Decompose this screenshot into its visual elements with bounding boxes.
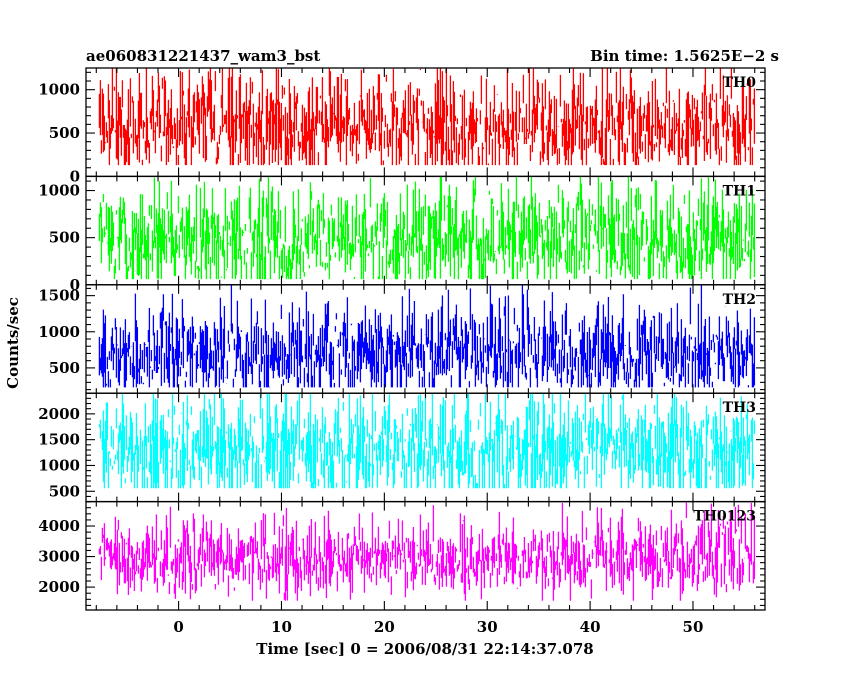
y-tick-label: 2000 — [38, 405, 80, 423]
y-tick-label: 1000 — [38, 456, 80, 474]
y-tick-label: 1000 — [38, 81, 80, 99]
x-tick-label: 10 — [271, 618, 292, 636]
y-tick-label: 500 — [49, 359, 80, 377]
y-tick-label: 1500 — [38, 431, 80, 449]
panel-label-th2: TH2 — [723, 292, 756, 308]
y-tick-label: 1000 — [38, 323, 80, 341]
series-th2 — [98, 284, 756, 388]
panel-label-th3: TH3 — [723, 400, 756, 416]
y-tick-label: 500 — [49, 229, 80, 247]
y-tick-label: 1500 — [38, 287, 80, 305]
panel-label-th0123: TH0123 — [693, 509, 756, 525]
y-tick-label: 500 — [49, 482, 80, 500]
panel-th0: 0 500 1000 TH0 — [38, 67, 766, 185]
x-axis: 0 10 20 30 40 50 — [173, 618, 703, 636]
observation-id-title: ae060831221437_wam3_bst — [86, 47, 320, 65]
panel-label-th0: TH0 — [723, 75, 757, 91]
series-th0 — [98, 68, 756, 166]
y-tick-label: 1000 — [38, 182, 80, 200]
panel-label-th1: TH1 — [723, 183, 756, 199]
x-axis-label: Time [sec] 0 = 2006/08/31 22:14:37.078 — [256, 640, 593, 658]
panel-th0123: 2000 3000 4000 TH0123 — [38, 500, 766, 611]
y-tick-label: 0 — [70, 276, 80, 294]
series-th3 — [98, 393, 756, 489]
y-axis-label: Counts/sec — [4, 297, 22, 389]
panels-group: 0 500 1000 TH0 0 500 1000 TH1 500 1000 1500 TH2 500 1… — [38, 67, 766, 611]
x-tick-label: 30 — [477, 618, 498, 636]
panel-th1: 0 500 1000 TH1 — [38, 175, 766, 294]
panel-th3: 500 1000 1500 2000 TH3 — [38, 392, 766, 503]
x-tick-label: 0 — [173, 618, 183, 636]
y-tick-label: 4000 — [38, 517, 80, 535]
x-tick-label: 40 — [580, 618, 601, 636]
series-th1 — [98, 176, 756, 280]
y-tick-label: 3000 — [38, 548, 80, 566]
y-tick-label: 2000 — [38, 578, 80, 596]
x-tick-label: 50 — [683, 618, 704, 636]
series-th0123 — [98, 502, 756, 601]
bin-time-label: Bin time: 1.5625E−2 s — [590, 47, 779, 65]
y-tick-label: 0 — [70, 167, 80, 185]
panel-th2: 500 1000 1500 TH2 — [38, 284, 766, 394]
x-tick-label: 20 — [374, 618, 395, 636]
y-tick-label: 500 — [49, 124, 80, 142]
